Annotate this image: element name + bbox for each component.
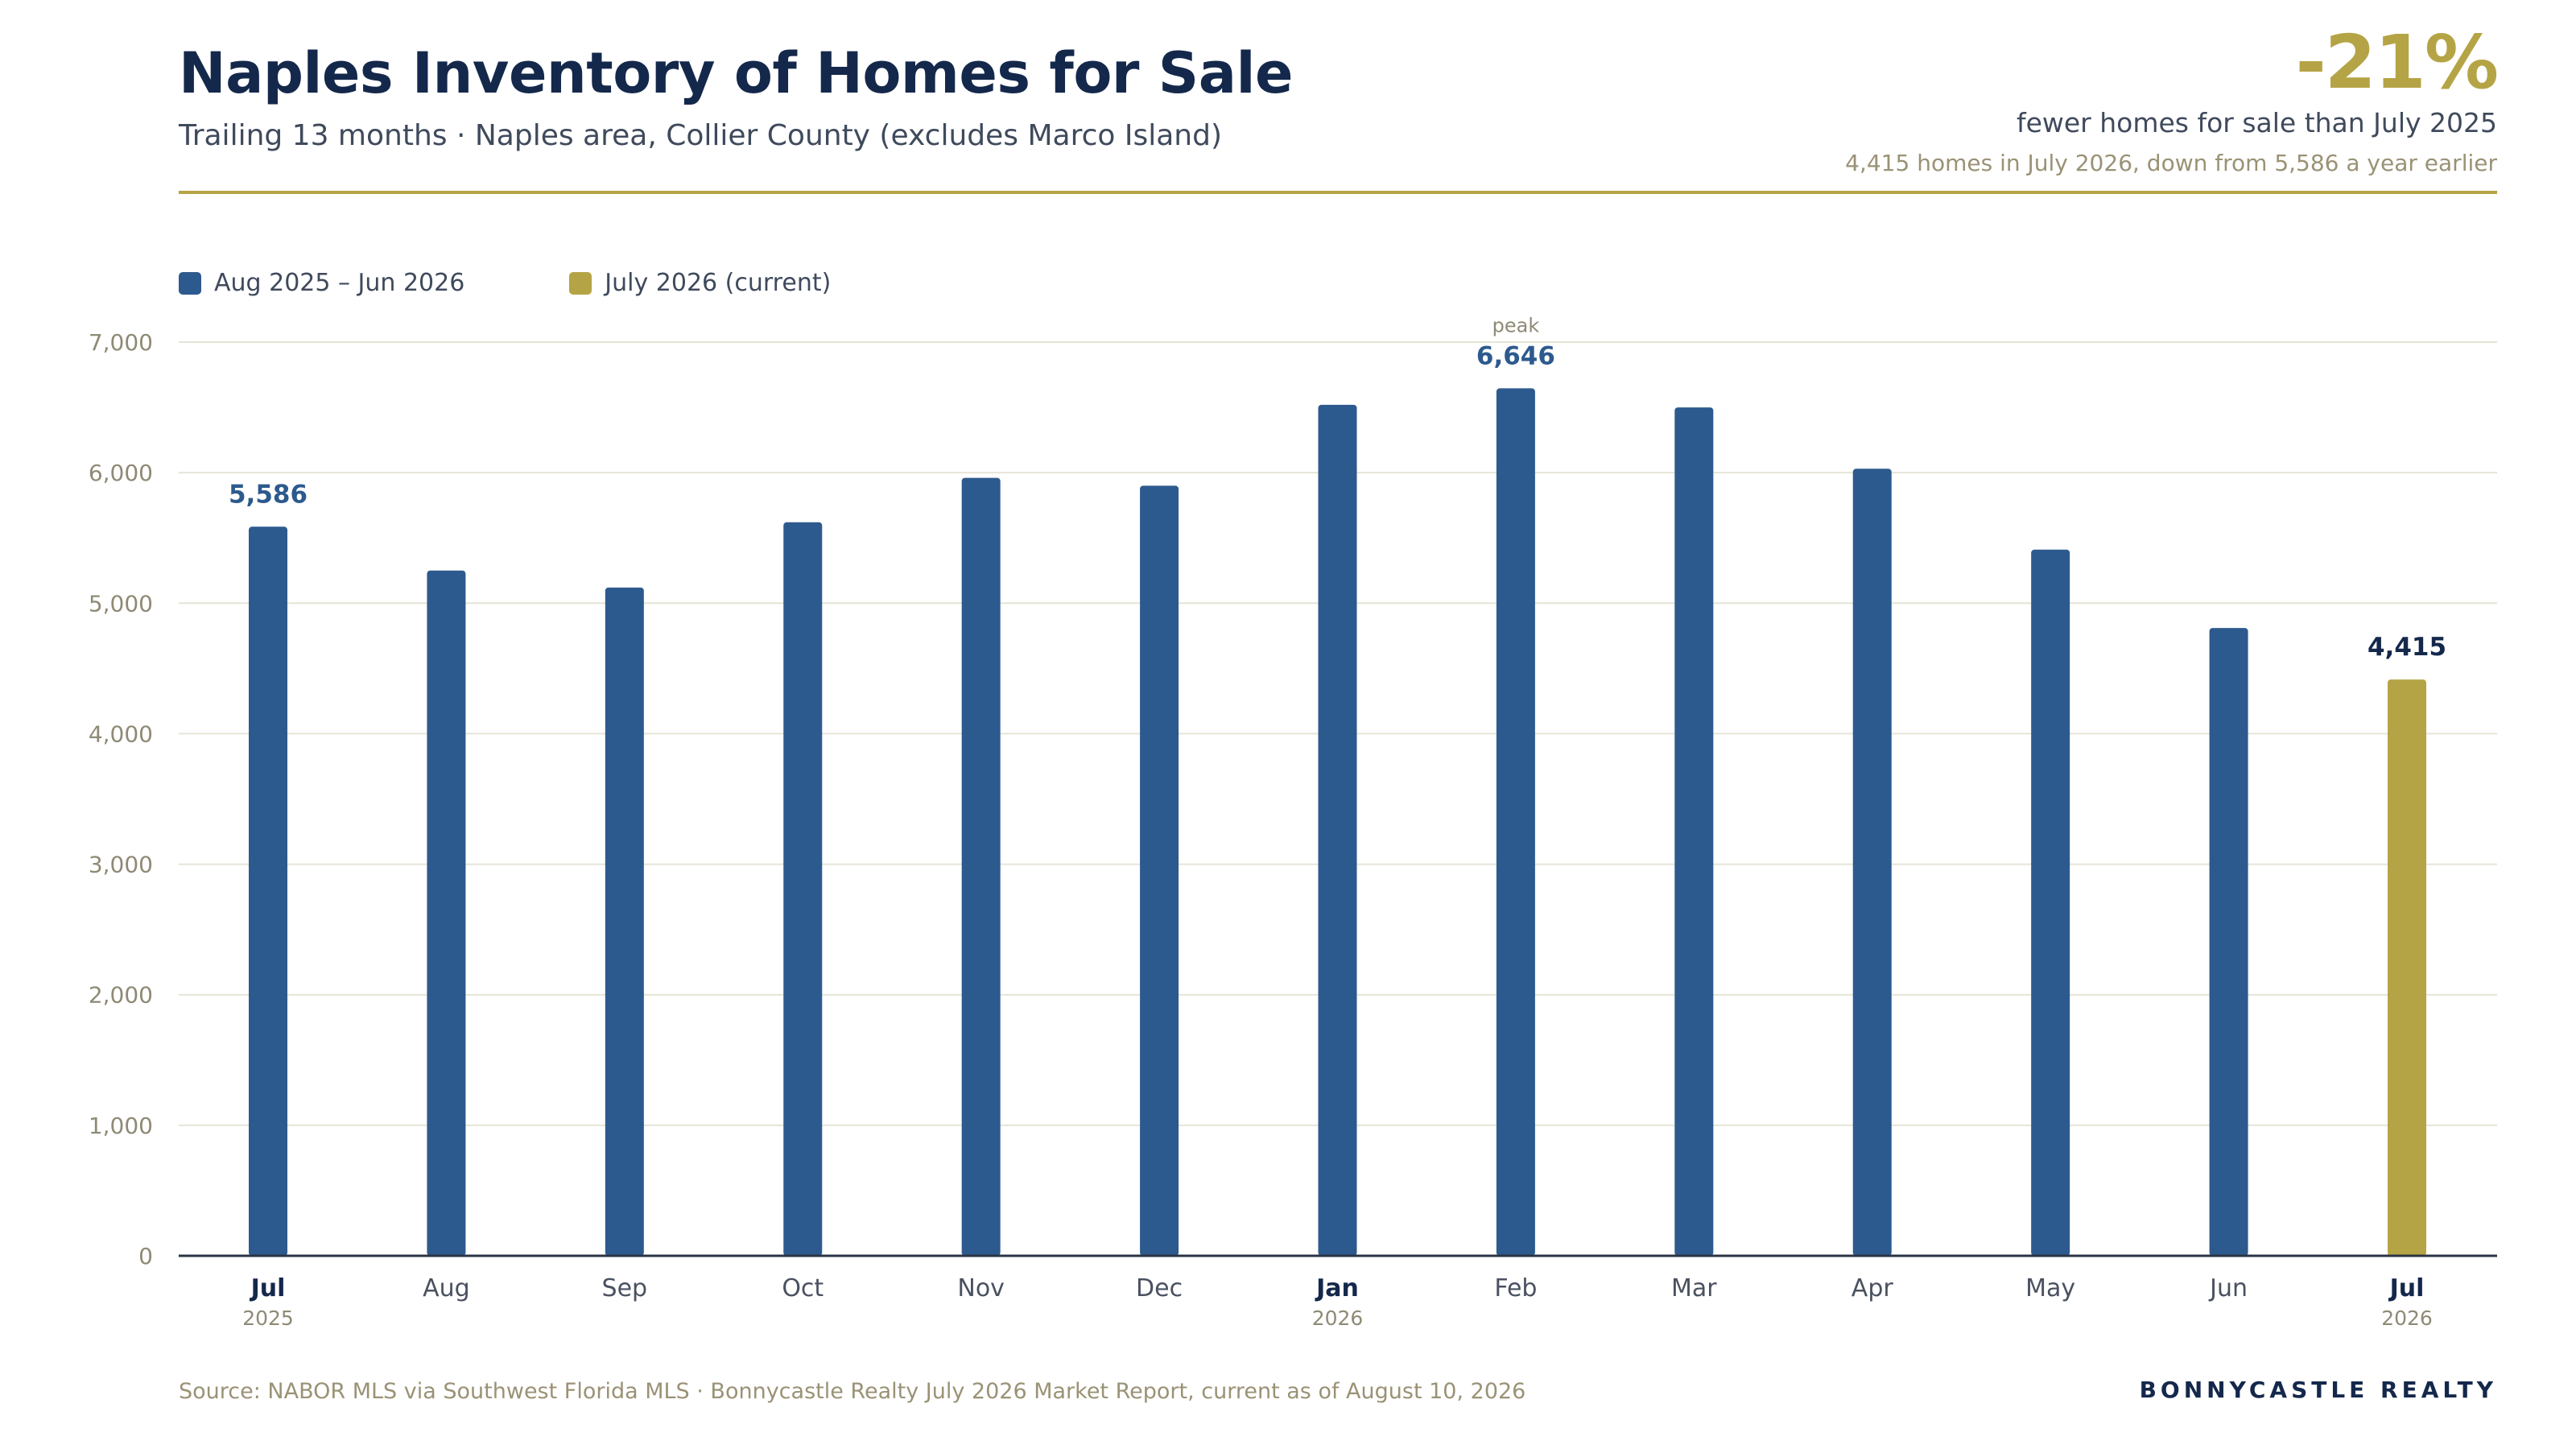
x-tick-label: Nov (957, 1274, 1005, 1302)
legend-swatch-history (179, 271, 201, 295)
bar-12 (2388, 679, 2426, 1256)
y-tick-label: 4,000 (89, 720, 153, 747)
bar-8 (1674, 407, 1714, 1257)
x-tick-label: Jul (2388, 1274, 2425, 1302)
bar-10 (2031, 549, 2070, 1256)
data-label: 6,646 (1476, 341, 1555, 370)
y-tick-label: 6,000 (89, 460, 153, 486)
x-tick-label: Jan (1315, 1274, 1359, 1302)
bar-1 (427, 570, 466, 1256)
x-tick-label: Jul (250, 1274, 286, 1302)
y-tick-label: 5,000 (89, 590, 153, 617)
x-tick-label: Mar (1671, 1274, 1717, 1302)
data-label-note: peak (1492, 314, 1540, 336)
x-tick-label: Jun (2208, 1274, 2248, 1302)
bar-4 (961, 477, 1001, 1256)
kpi-caption: fewer homes for sale than July 2025 (2016, 106, 2497, 138)
y-tick-label: 2,000 (89, 982, 153, 1009)
chart-legend: Aug 2025 – Jun 2026 July 2026 (current) (179, 269, 935, 297)
bar-3 (783, 522, 823, 1256)
x-tick-label: Aug (423, 1274, 470, 1302)
bar-9 (1852, 469, 1892, 1256)
bar-5 (1140, 485, 1179, 1256)
x-tick-label: Sep (602, 1274, 648, 1302)
header-divider (179, 191, 2497, 194)
data-label: 4,415 (2368, 633, 2446, 662)
x-tick-year: 2026 (1312, 1307, 1364, 1330)
x-tick-label: Dec (1136, 1274, 1183, 1302)
x-tick-year: 2025 (242, 1307, 294, 1330)
x-tick-label: May (2025, 1274, 2075, 1302)
brand-logo-text: BONNYCASTLE REALTY (2139, 1377, 2497, 1403)
bar-7 (1496, 388, 1535, 1256)
x-tick-label: Apr (1852, 1274, 1894, 1302)
kpi-panel: -21% fewer homes for sale than July 2025… (1845, 19, 2499, 176)
y-tick-label: 1,000 (89, 1113, 153, 1139)
bar-0 (249, 526, 287, 1256)
legend-label-current: July 2026 (current) (605, 269, 832, 297)
bar-11 (2209, 628, 2248, 1256)
legend-swatch-current (569, 271, 592, 295)
bar-2 (605, 587, 644, 1256)
kpi-detail: 4,415 homes in July 2026, down from 5,58… (1845, 149, 2497, 176)
page-title: Naples Inventory of Homes for Sale (179, 40, 1293, 106)
kpi-value: -21% (2295, 19, 2499, 105)
bar-6 (1318, 404, 1357, 1256)
data-label: 5,586 (229, 480, 308, 509)
x-tick-label: Feb (1494, 1274, 1537, 1302)
x-tick-label: Oct (782, 1274, 824, 1302)
legend-label-history: Aug 2025 – Jun 2026 (214, 269, 465, 297)
inventory-bar-chart: 0 1,000 2,000 3,000 4,000 5,000 6,000 7,000 Jul 2… (89, 314, 2497, 1330)
legend-item-history: Aug 2025 – Jun 2026 (179, 269, 464, 297)
page-subtitle: Trailing 13 months · Naples area, Collie… (179, 119, 1223, 152)
x-tick-year: 2026 (2381, 1307, 2433, 1330)
y-tick-label: 7,000 (89, 329, 153, 356)
y-tick-label: 0 (138, 1243, 153, 1269)
legend-item-current: July 2026 (current) (569, 269, 831, 297)
y-tick-label: 3,000 (89, 852, 153, 878)
source-note: Source: NABOR MLS via Southwest Florida … (179, 1379, 1526, 1404)
